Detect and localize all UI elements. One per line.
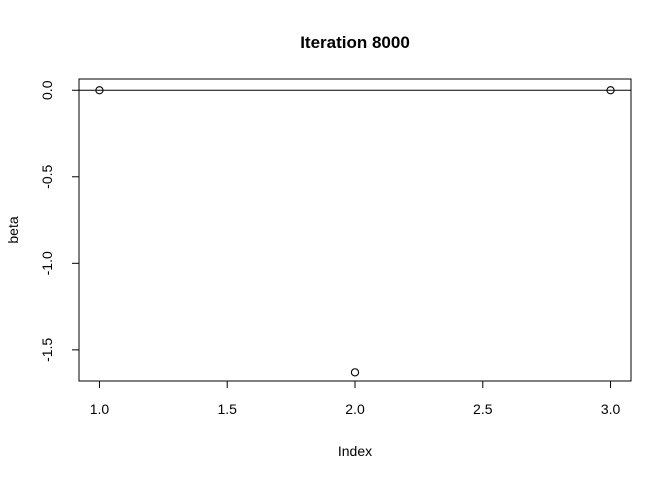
x-tick-label: 3.0: [601, 401, 621, 417]
data-point: [606, 86, 615, 95]
y-tick-label: -0.5: [39, 165, 55, 189]
data-point: [350, 368, 360, 377]
y-tick-label: 0.0: [39, 80, 55, 100]
y-tick-label: -1.5: [39, 338, 55, 362]
y-axis-label: beta: [5, 216, 21, 243]
data-point: [95, 86, 104, 95]
x-tick-label: 2.0: [345, 401, 365, 417]
x-axis-label: Index: [338, 443, 372, 459]
x-tick-label: 1.0: [90, 401, 110, 417]
x-tick-label: 2.5: [473, 401, 493, 417]
plot-frame: [78, 78, 632, 382]
y-axis: 0.0 -0.5 -1.0 -1.5: [39, 80, 80, 362]
y-tick-label: -1.0: [39, 251, 55, 275]
chart-title: Iteration 8000: [300, 33, 410, 52]
x-tick-label: 1.5: [217, 401, 237, 417]
x-axis: 1.0 1.5 2.0 2.5 3.0: [90, 380, 621, 417]
plot-area: [79, 86, 631, 377]
